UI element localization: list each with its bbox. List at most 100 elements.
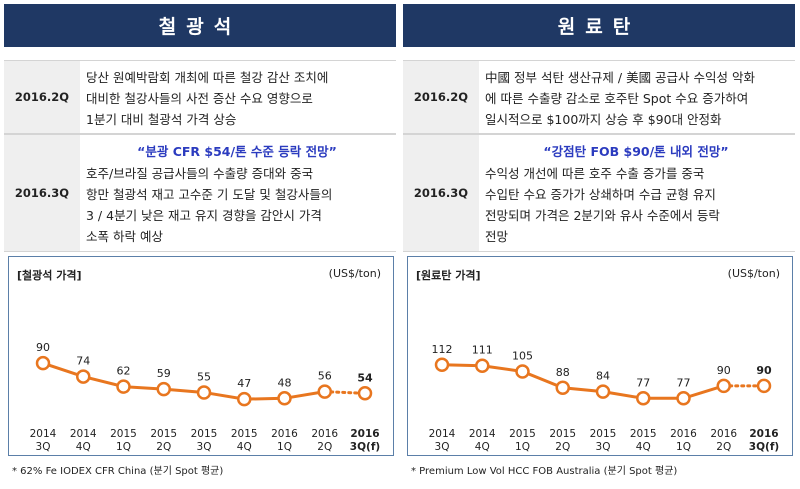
data-label: 77 [677,376,691,389]
data-point [636,391,651,406]
period-label: 2016.2Q [413,90,469,104]
data-label: 77 [636,376,650,389]
period-description: 中國 정부 석탄 생산규제 / 美國 공급사 수익성 악화 에 따른 수출량 감… [479,61,795,133]
x-tick-label-year: 2015 [590,428,617,440]
x-tick-label-year: 2016 [350,428,379,440]
x-tick-label-quarter: 1Q [676,441,691,453]
x-tick-label-year: 2016 [271,428,298,440]
description-line: 中國 정부 석탄 생산규제 / 美國 공급사 수익성 악화 [485,70,755,85]
iron-ore-row-2016-3q: 2016.3Q “분광 CFR $54/톤 수준 등락 전망” 호주/브라질 공… [4,134,396,252]
description-line: 소폭 하락 예상 [86,229,163,244]
data-label: 47 [237,377,251,390]
iron-ore-price-chart: 90 2014 3Q 74 2014 4Q 62 2015 1Q 59 2015 2Q 55 2015 3Q… [8,256,394,456]
data-point [595,384,611,399]
x-tick-label-year: 2016 [311,428,338,440]
data-label: 105 [512,349,533,362]
chart-title: [철광석 가격] [17,269,82,282]
forecast-headline: “강점탄 FOB $90/톤 내외 전망” [543,144,729,159]
x-tick-label-year: 2015 [191,428,218,440]
data-point [116,379,131,394]
description-line: 1분기 대비 철광석 가격 상승 [86,112,237,127]
period-description: “분광 CFR $54/톤 수준 등락 전망” 호주/브라질 공급사들의 수출량… [80,135,396,251]
data-label: 59 [157,367,171,380]
coking-coal-row-2016-3q: 2016.3Q “강점탄 FOB $90/톤 내외 전망” 수익성 개선에 따른… [403,134,795,252]
x-tick-label-quarter: 2Q [156,441,171,453]
x-tick-label-quarter: 3Q(f) [350,441,380,453]
description-line: 전망 [485,229,509,244]
coking-coal-price-chart: 112 2014 3Q 111 2014 4Q 105 2015 1Q 88 2015 2Q 84 201… [407,256,793,456]
data-point [357,386,373,401]
x-tick-label-year: 2015 [630,428,657,440]
iron-ore-row-2016-2q: 2016.2Q 당산 원예박람회 개최에 따른 철강 감산 조치에 대비한 철강… [4,60,396,134]
coking-coal-header: 원료탄 [403,4,795,47]
x-tick-label-quarter: 3Q(f) [749,441,779,453]
data-label: 112 [432,343,453,356]
description-line: 수입탄 수요 증가가 상쇄하며 수급 균형 유지 [485,187,716,202]
coking-coal-row-2016-2q: 2016.2Q 中國 정부 석탄 생산규제 / 美國 공급사 수익성 악화 에 … [403,60,795,134]
x-tick-label-year: 2015 [549,428,576,440]
x-tick-label-quarter: 1Q [116,441,131,453]
description-line: 에 따른 수출량 감소로 호주탄 Spot 수요 증가하여 [485,91,749,106]
data-label: 84 [596,370,610,383]
description-line: 수익성 개선에 따른 호주 수출 증가를 중국 [485,166,705,181]
coking-coal-footnote: * Premium Low Vol HCC FOB Australia (분기 … [411,466,678,477]
data-label: 56 [318,370,332,383]
data-point [156,381,171,397]
x-tick-label-year: 2014 [469,428,496,440]
x-tick-label-year: 2014 [30,428,57,440]
data-point [555,380,570,395]
description-line: 전망되며 가격은 2분기와 유사 수준에서 등락 [485,208,720,223]
iron-ore-line-chart: 9020143Q7420144Q6220151Q5920152Q5520153Q… [30,341,381,453]
x-tick-label-quarter: 3Q [596,441,611,453]
period-description: “강점탄 FOB $90/톤 내외 전망” 수익성 개선에 따른 호주 수출 증… [479,135,795,251]
x-tick-label-quarter: 1Q [515,441,530,453]
data-label: 88 [556,366,570,379]
x-tick-label-quarter: 4Q [237,441,252,453]
x-tick-label-quarter: 3Q [197,441,212,453]
x-tick-label-quarter: 4Q [636,441,651,453]
period-label: 2016.2Q [14,90,70,104]
x-tick-label-year: 2015 [150,428,177,440]
x-tick-label-quarter: 1Q [277,441,292,453]
data-point [756,378,772,394]
data-point [35,355,51,371]
data-point [475,358,490,373]
data-label: 62 [117,365,131,378]
x-tick-label-year: 2015 [110,428,137,440]
x-tick-label-quarter: 3Q [435,441,450,453]
data-label: 55 [197,370,211,383]
data-point [196,385,212,400]
period-label: 2016.3Q [413,186,469,200]
x-tick-label-quarter: 2Q [555,441,570,453]
data-point [277,391,292,406]
x-tick-label-year: 2016 [749,428,778,440]
description-line: 일시적으로 $100까지 상승 후 $90대 안정화 [485,112,722,127]
period-description: 당산 원예박람회 개최에 따른 철강 감산 조치에 대비한 철강사들의 사전 증… [80,61,396,133]
x-tick-label-year: 2016 [710,428,737,440]
x-tick-label-year: 2014 [429,428,456,440]
description-line: 호주/브라질 공급사들의 수출량 증대와 중국 [86,166,314,181]
coking-coal-line-chart: 11220143Q11120144Q10520151Q8820152Q84201… [429,343,780,453]
x-tick-label-quarter: 4Q [76,441,91,453]
data-point [676,391,691,406]
data-point [515,364,530,379]
iron-ore-header: 철광석 [4,4,396,47]
description-line: 항만 철광석 재고 고수준 기 도달 및 철강사들의 [86,187,333,202]
data-label: 74 [76,355,90,368]
x-tick-label-year: 2016 [670,428,697,440]
x-tick-label-quarter: 2Q [716,441,731,453]
data-label: 90 [756,364,772,377]
chart-unit: (US$/ton) [727,267,780,280]
data-label: 48 [278,376,292,389]
description-line: 대비한 철강사들의 사전 증산 수요 영향으로 [86,91,313,106]
chart-title: [원료탄 가격] [416,269,481,282]
forecast-headline: “분광 CFR $54/톤 수준 등락 전망” [137,144,337,159]
x-tick-label-quarter: 2Q [317,441,332,453]
x-tick-label-quarter: 4Q [475,441,490,453]
x-tick-label-year: 2014 [70,428,97,440]
data-label: 54 [357,371,373,384]
data-point [76,369,91,384]
period-label: 2016.3Q [14,186,70,200]
data-point [434,357,450,372]
chart-unit: (US$/ton) [328,267,381,280]
